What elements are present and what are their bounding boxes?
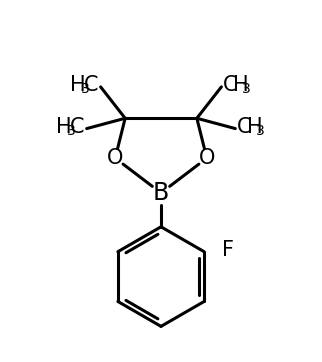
- Text: 3: 3: [81, 82, 90, 96]
- Text: 3: 3: [67, 123, 76, 138]
- Text: C: C: [237, 117, 252, 136]
- Text: C: C: [223, 75, 238, 95]
- Text: H: H: [233, 75, 249, 95]
- Text: O: O: [199, 148, 215, 168]
- Text: O: O: [107, 148, 123, 168]
- Text: F: F: [222, 240, 234, 260]
- Text: C: C: [70, 117, 85, 136]
- Text: H: H: [70, 75, 86, 95]
- Text: B: B: [153, 181, 169, 205]
- Text: C: C: [84, 75, 99, 95]
- Text: H: H: [247, 117, 263, 136]
- Text: H: H: [56, 117, 72, 136]
- Text: 3: 3: [242, 82, 251, 96]
- Text: 3: 3: [256, 123, 265, 138]
